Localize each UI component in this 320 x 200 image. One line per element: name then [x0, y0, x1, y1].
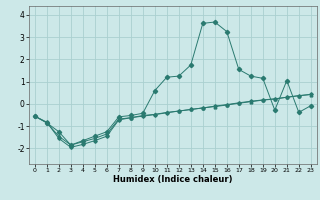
X-axis label: Humidex (Indice chaleur): Humidex (Indice chaleur) — [113, 175, 233, 184]
